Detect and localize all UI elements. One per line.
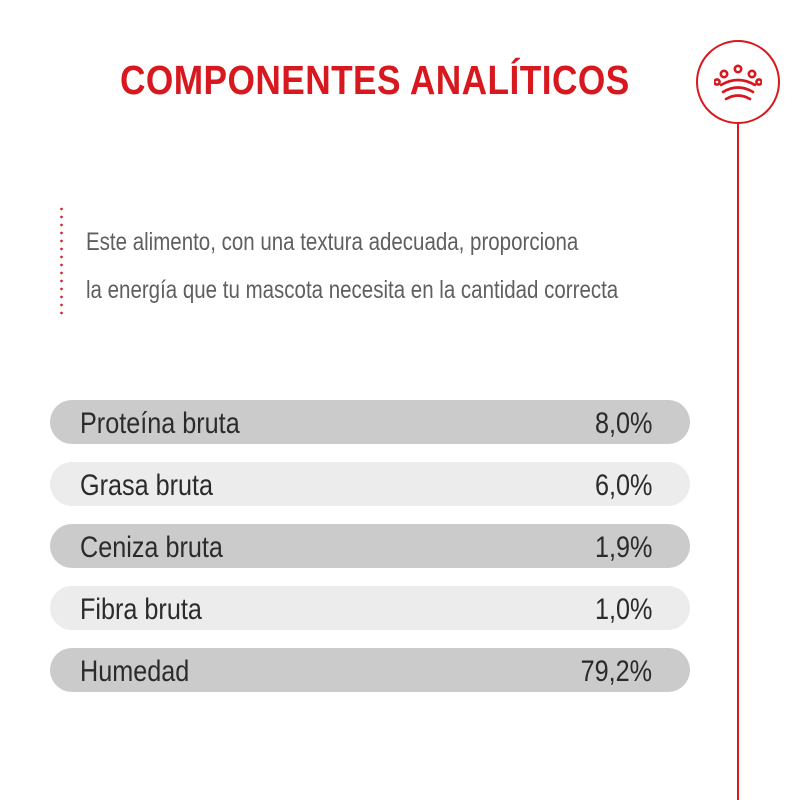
component-row-fiber: Fibra bruta 1,0% [50, 586, 690, 630]
brand-logo [696, 40, 780, 124]
component-label: Proteína bruta [80, 407, 240, 440]
component-label: Grasa bruta [80, 469, 214, 502]
component-label: Ceniza bruta [80, 531, 223, 564]
component-row-protein: Proteína bruta 8,0% [50, 400, 690, 444]
component-value: 8,0% [594, 407, 652, 440]
component-value: 6,0% [594, 469, 652, 502]
component-row-fat: Grasa bruta 6,0% [50, 462, 690, 506]
component-row-ash: Ceniza bruta 1,9% [50, 524, 690, 568]
dotted-accent-line [60, 205, 63, 317]
description-line-2: la energía que tu mascota necesita en la… [86, 276, 619, 304]
description: Este alimento, con una textura adecuada,… [86, 218, 676, 314]
component-label: Fibra bruta [80, 593, 202, 626]
crown-icon [714, 64, 762, 101]
component-value: 1,9% [594, 531, 652, 564]
component-value: 79,2% [580, 655, 652, 688]
vertical-divider-line [737, 124, 739, 800]
components-list: Proteína bruta 8,0% Grasa bruta 6,0% Cen… [50, 400, 690, 710]
description-line-1: Este alimento, con una textura adecuada,… [86, 228, 579, 256]
component-row-moisture: Humedad 79,2% [50, 648, 690, 692]
page-title: COMPONENTES ANALÍTICOS [120, 57, 630, 103]
component-label: Humedad [80, 655, 190, 688]
component-value: 1,0% [594, 593, 652, 626]
